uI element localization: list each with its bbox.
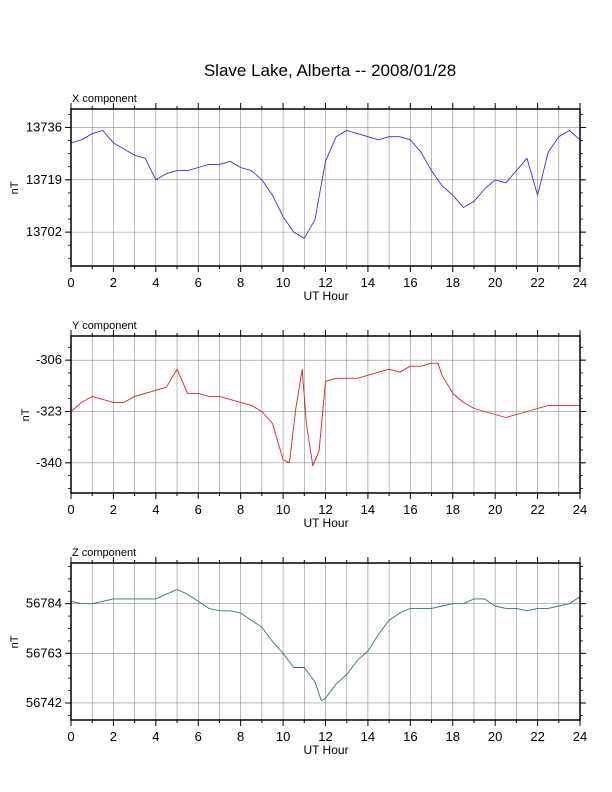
y-tick-label: -323 xyxy=(36,403,62,418)
y-tick-label: 56784 xyxy=(26,596,62,611)
x-tick-label: 2 xyxy=(110,502,117,517)
z-panel-xlabel: UT Hour xyxy=(303,743,348,757)
series-line xyxy=(70,130,581,239)
x-tick-label: 14 xyxy=(361,502,375,517)
y-tick-label: 13719 xyxy=(26,172,62,187)
x-tick-label: 24 xyxy=(573,729,587,744)
x-tick-label: 20 xyxy=(488,275,502,290)
x-tick-label: 10 xyxy=(276,729,290,744)
x-tick-label: 8 xyxy=(237,275,244,290)
series-line xyxy=(70,589,581,702)
x-tick-label: 18 xyxy=(446,502,460,517)
x-tick-label: 18 xyxy=(446,729,460,744)
x-tick-label: 22 xyxy=(530,502,544,517)
x-tick-label: 20 xyxy=(488,729,502,744)
x-tick-label: 22 xyxy=(530,275,544,290)
z-panel-label: Z component xyxy=(72,547,136,559)
x-tick-label: 16 xyxy=(403,729,417,744)
y-tick-label: 56742 xyxy=(26,695,62,710)
x-tick-label: 18 xyxy=(446,275,460,290)
x-tick-label: 0 xyxy=(67,729,74,744)
x-tick-label: 6 xyxy=(195,502,202,517)
x-tick-label: 6 xyxy=(195,729,202,744)
y-tick-label: 13702 xyxy=(26,224,62,239)
x-tick-label: 0 xyxy=(67,502,74,517)
x-panel-xlabel: UT Hour xyxy=(303,289,348,303)
y-panel-label: Y component xyxy=(72,320,137,332)
x-tick-label: 0 xyxy=(67,275,74,290)
x-tick-label: 8 xyxy=(237,729,244,744)
x-tick-label: 2 xyxy=(110,275,117,290)
x-tick-label: 22 xyxy=(530,729,544,744)
x-tick-label: 4 xyxy=(152,275,159,290)
y-panel-xlabel: UT Hour xyxy=(303,516,348,530)
x-panel-ylabel: nT xyxy=(9,181,21,194)
x-tick-label: 12 xyxy=(318,729,332,744)
y-component-panel: 0 2 4 6 8 10 12 14 16 18 20 22 24-306-323-340 xyxy=(36,330,587,517)
chart-title: Slave Lake, Alberta -- 2008/01/28 xyxy=(204,61,456,80)
x-panel-label: X component xyxy=(72,93,137,105)
x-tick-label: 10 xyxy=(276,275,290,290)
y-panel-ylabel: nT xyxy=(20,408,32,421)
x-tick-label: 4 xyxy=(152,729,159,744)
y-tick-label: -340 xyxy=(36,455,62,470)
x-tick-label: 14 xyxy=(361,729,375,744)
y-tick-label: -306 xyxy=(36,352,62,367)
x-tick-label: 12 xyxy=(318,275,332,290)
x-tick-label: 20 xyxy=(488,502,502,517)
x-tick-label: 4 xyxy=(152,502,159,517)
y-tick-label: 56763 xyxy=(26,645,62,660)
y-tick-label: 13736 xyxy=(26,119,62,134)
x-tick-label: 24 xyxy=(573,502,587,517)
z-panel-ylabel: nT xyxy=(9,635,21,648)
x-tick-label: 2 xyxy=(110,729,117,744)
x-tick-label: 16 xyxy=(403,275,417,290)
x-tick-label: 6 xyxy=(195,275,202,290)
x-tick-label: 8 xyxy=(237,502,244,517)
x-tick-label: 12 xyxy=(318,502,332,517)
series-line xyxy=(70,362,580,467)
x-tick-label: 10 xyxy=(276,502,290,517)
x-tick-label: 24 xyxy=(573,275,587,290)
x-tick-label: 16 xyxy=(403,502,417,517)
x-tick-label: 14 xyxy=(361,275,375,290)
